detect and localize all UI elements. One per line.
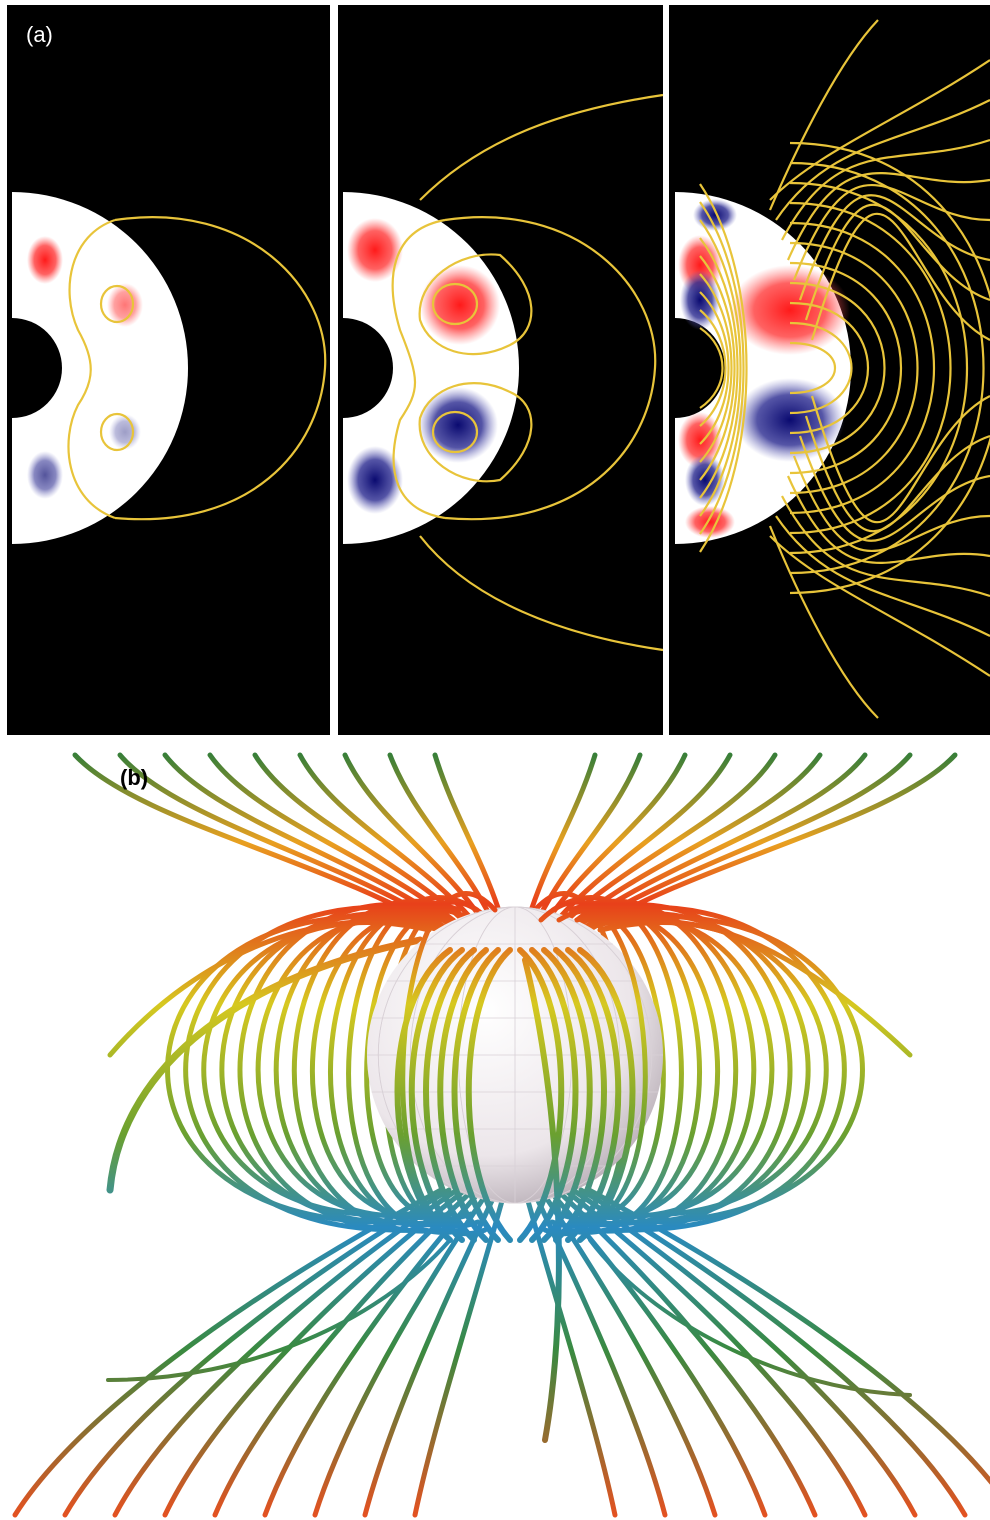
field-line [557, 1190, 815, 1515]
field-line [215, 1190, 473, 1515]
field-line [590, 1240, 910, 1395]
panel-label: (a) [26, 22, 53, 47]
panel-b: (b) [15, 755, 990, 1515]
page: (a) (b) (() => { const data = JSON.parse… [0, 0, 990, 1520]
figure: (a) (b) [0, 0, 990, 1520]
panel-a: (a) [7, 5, 990, 735]
panel-label: (b) [120, 765, 148, 790]
